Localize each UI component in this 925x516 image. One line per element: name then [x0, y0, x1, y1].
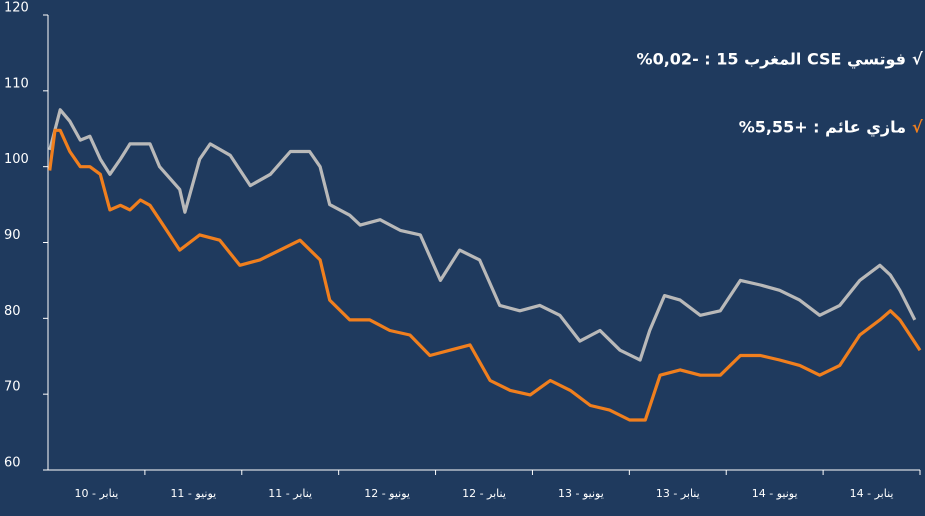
y-tick-label: 80	[4, 304, 21, 319]
x-tick-label: يونيو - 11	[170, 487, 216, 500]
annotation-check: √	[912, 118, 923, 137]
x-tick-label: ينابر - 14	[850, 487, 894, 500]
annotation-check: √	[912, 50, 923, 69]
series-line	[48, 128, 922, 422]
y-tick-label: 90	[4, 228, 21, 243]
annotation-text: مازي عائم : +5,55%	[739, 118, 906, 138]
x-tick-label: يونيو - 14	[752, 487, 798, 500]
y-tick-label: 100	[4, 152, 29, 167]
series-line	[48, 108, 917, 362]
x-tick-label: ينابر - 13	[656, 487, 700, 500]
x-tick-label: يونيو - 13	[558, 487, 604, 500]
x-tick-label: ينابر - 10	[75, 487, 119, 500]
annotation-text: فوتسي CSE المغرب 15 : -0,02%	[637, 50, 906, 70]
y-tick-label: 120	[4, 1, 29, 16]
x-tick-label: ينابر - 12	[462, 487, 506, 500]
y-tick-label: 110	[4, 76, 29, 91]
x-tick-label: ينابر - 11	[268, 487, 312, 500]
y-tick-label: 60	[4, 456, 21, 471]
y-tick-label: 70	[4, 380, 21, 395]
x-tick-label: يونيو - 12	[364, 487, 410, 500]
